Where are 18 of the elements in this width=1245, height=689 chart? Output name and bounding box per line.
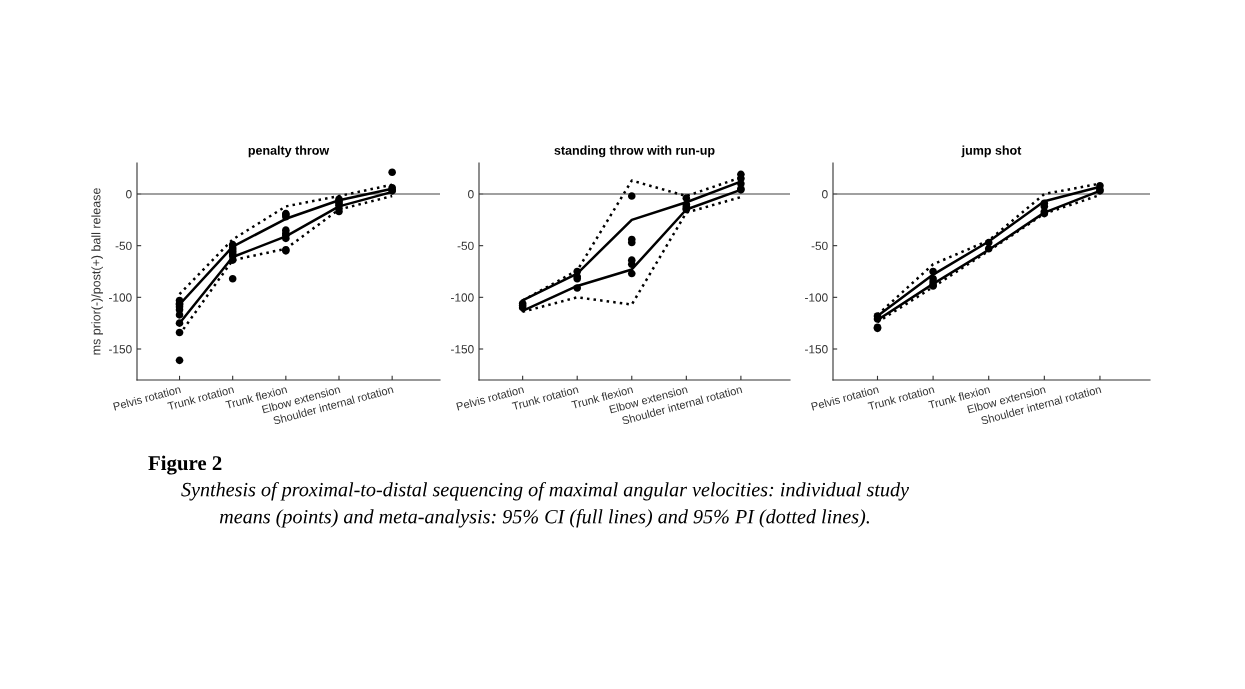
y-tick-label: -50: [457, 241, 474, 251]
y-tick-label: -100: [451, 293, 474, 302]
caption: Figure 2: [148, 455, 222, 475]
y-tick-label: -50: [115, 241, 132, 251]
y-tick-label: -50: [811, 241, 828, 251]
y-tick-label: 0: [822, 190, 828, 199]
y-tick-label: -100: [109, 293, 132, 302]
y-tick-label: -150: [805, 345, 828, 354]
y-axis-title: ms prior(-)/post(+) ball release: [91, 188, 103, 355]
y-tick-label: -100: [805, 293, 828, 302]
y-tick-label: -150: [451, 345, 474, 354]
y-tick-label: 0: [126, 190, 132, 199]
y-tick-label: 0: [468, 190, 474, 199]
chart-title: jump shot: [961, 145, 1022, 158]
chart-title: penalty throw: [248, 145, 330, 158]
y-tick-label: -150: [109, 345, 132, 354]
text: Synthesis of proximal-to-distal sequencing of maximal angular velocities: individual study means (points) and meta-analysis: 95% CI (full lines) and 95% PI (dotted lines).: [181, 482, 910, 528]
chart-title: standing throw with run-up: [554, 145, 715, 158]
